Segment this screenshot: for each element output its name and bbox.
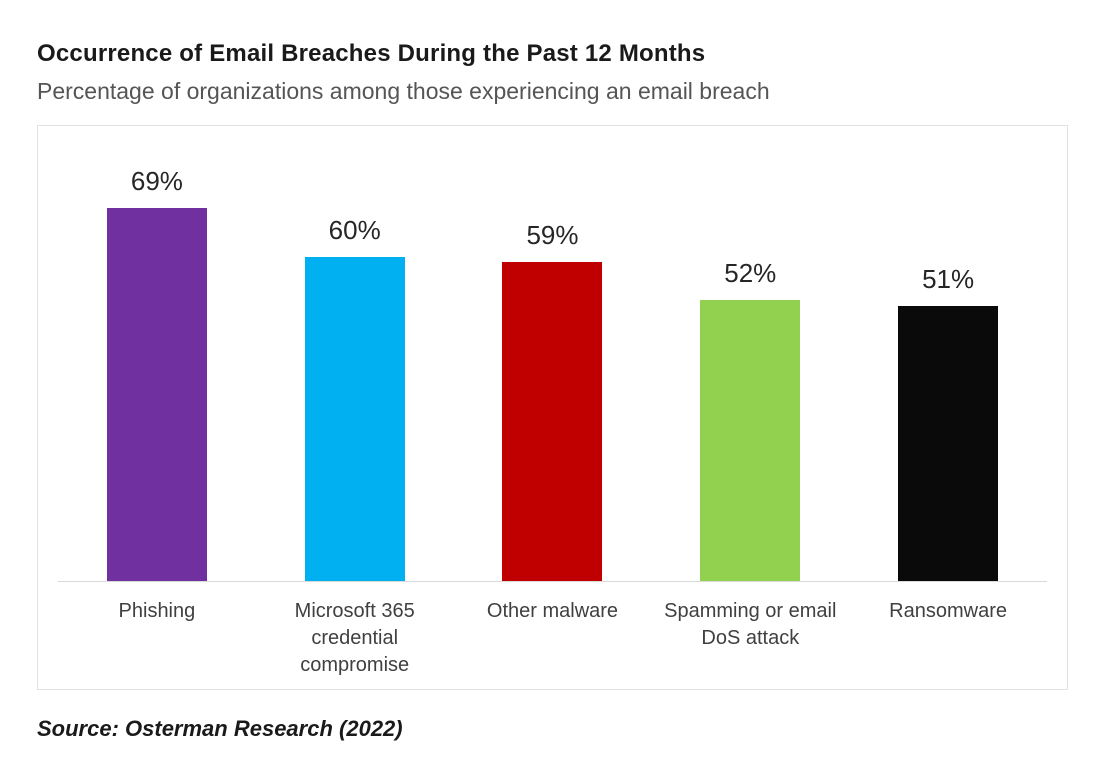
bar-group: 52% — [651, 126, 849, 581]
chart-title: Occurrence of Email Breaches During the … — [37, 40, 706, 67]
bar-group: 51% — [849, 126, 1047, 581]
category-labels-row: Phishing Microsoft 365 credential comprom… — [58, 582, 1047, 679]
bar-value-label: 51% — [922, 264, 975, 294]
bar — [304, 257, 405, 581]
bar-value-label: 69% — [130, 166, 183, 196]
x-axis-line — [58, 581, 1047, 582]
bar-chart: 69% 60% 59% 52% 51% Phishing Microsoft 365 cr… — [37, 125, 1068, 690]
bar-group: 69% — [58, 126, 256, 581]
category-label: Ransomware — [889, 600, 1007, 622]
bar — [502, 262, 603, 581]
category-label: Microsoft 365 credential compromise — [294, 600, 415, 676]
bar-group: 59% — [454, 126, 652, 581]
category-label: Spamming or email DoS attack — [664, 600, 837, 649]
bar-value-label: 52% — [724, 258, 777, 288]
bar — [700, 300, 801, 581]
source-note: Source: Osterman Research (2022) — [37, 716, 403, 741]
bar-group: 60% — [256, 126, 454, 581]
category-label: Phishing — [118, 600, 196, 622]
chart-subtitle: Percentage of organizations among those … — [37, 78, 770, 104]
bar-value-label: 60% — [328, 215, 381, 245]
bar-value-label: 59% — [526, 220, 579, 250]
category-label: Other malware — [486, 600, 619, 622]
plot-area: 69% 60% 59% 52% 51% — [58, 126, 1047, 581]
bar — [898, 306, 999, 581]
bar — [106, 208, 207, 581]
